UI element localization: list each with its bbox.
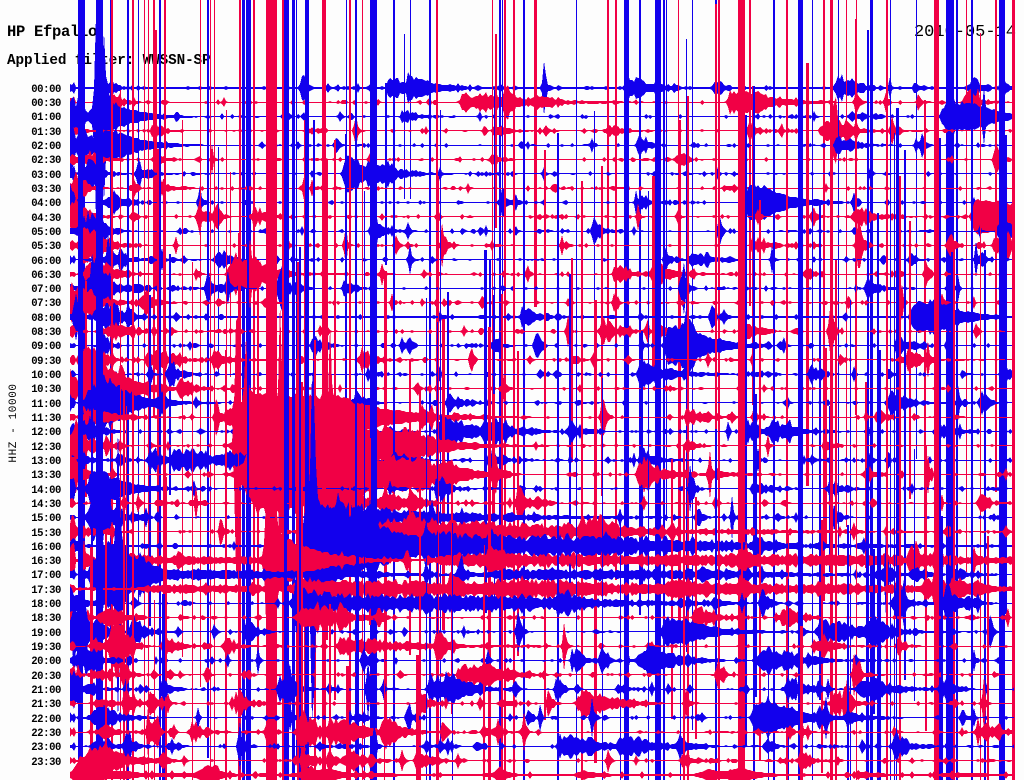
svg-text:11:30: 11:30 bbox=[31, 413, 61, 425]
svg-text:00:00: 00:00 bbox=[31, 84, 61, 96]
svg-text:10:00: 10:00 bbox=[31, 370, 61, 382]
svg-text:Applied filter: WWSSN-SP: Applied filter: WWSSN-SP bbox=[7, 53, 211, 69]
svg-text:10:30: 10:30 bbox=[31, 384, 61, 396]
svg-text:2010-05-14: 2010-05-14 bbox=[914, 23, 1016, 42]
svg-text:12:00: 12:00 bbox=[31, 427, 61, 439]
svg-text:03:00: 03:00 bbox=[31, 170, 61, 182]
svg-text:07:30: 07:30 bbox=[31, 298, 61, 310]
svg-text:07:00: 07:00 bbox=[31, 284, 61, 296]
svg-text:11:00: 11:00 bbox=[31, 399, 61, 411]
svg-text:16:30: 16:30 bbox=[31, 556, 61, 568]
svg-text:01:30: 01:30 bbox=[31, 127, 61, 139]
svg-text:09:00: 09:00 bbox=[31, 341, 61, 353]
svg-text:23:00: 23:00 bbox=[31, 742, 61, 754]
svg-text:20:30: 20:30 bbox=[31, 671, 61, 683]
svg-text:17:00: 17:00 bbox=[31, 570, 61, 582]
svg-text:15:30: 15:30 bbox=[31, 528, 61, 540]
svg-text:04:00: 04:00 bbox=[31, 198, 61, 210]
svg-text:03:30: 03:30 bbox=[31, 184, 61, 196]
svg-text:13:00: 13:00 bbox=[31, 456, 61, 468]
svg-text:14:00: 14:00 bbox=[31, 485, 61, 497]
svg-text:12:30: 12:30 bbox=[31, 442, 61, 454]
svg-text:22:00: 22:00 bbox=[31, 714, 61, 726]
svg-text:05:00: 05:00 bbox=[31, 227, 61, 239]
svg-text:06:00: 06:00 bbox=[31, 256, 61, 268]
svg-text:HP Efpalio: HP Efpalio bbox=[7, 23, 97, 41]
svg-text:02:30: 02:30 bbox=[31, 155, 61, 167]
svg-text:00:30: 00:30 bbox=[31, 98, 61, 110]
svg-text:14:30: 14:30 bbox=[31, 499, 61, 511]
svg-text:04:30: 04:30 bbox=[31, 213, 61, 225]
svg-text:19:00: 19:00 bbox=[31, 628, 61, 640]
svg-text:06:30: 06:30 bbox=[31, 270, 61, 282]
svg-text:01:00: 01:00 bbox=[31, 112, 61, 124]
svg-text:18:00: 18:00 bbox=[31, 599, 61, 611]
svg-text:16:00: 16:00 bbox=[31, 542, 61, 554]
svg-text:23:30: 23:30 bbox=[31, 757, 61, 769]
svg-text:21:30: 21:30 bbox=[31, 699, 61, 711]
svg-text:22:30: 22:30 bbox=[31, 728, 61, 740]
svg-text:08:30: 08:30 bbox=[31, 327, 61, 339]
svg-text:18:30: 18:30 bbox=[31, 613, 61, 625]
svg-text:02:00: 02:00 bbox=[31, 141, 61, 153]
svg-text:13:30: 13:30 bbox=[31, 470, 61, 482]
svg-text:05:30: 05:30 bbox=[31, 241, 61, 253]
svg-text:HHZ - 10000: HHZ - 10000 bbox=[8, 383, 20, 462]
svg-text:21:00: 21:00 bbox=[31, 685, 61, 697]
svg-text:17:30: 17:30 bbox=[31, 585, 61, 597]
svg-text:20:00: 20:00 bbox=[31, 656, 61, 668]
svg-text:19:30: 19:30 bbox=[31, 642, 61, 654]
svg-text:09:30: 09:30 bbox=[31, 356, 61, 368]
svg-text:08:00: 08:00 bbox=[31, 313, 61, 325]
svg-text:15:00: 15:00 bbox=[31, 513, 61, 525]
